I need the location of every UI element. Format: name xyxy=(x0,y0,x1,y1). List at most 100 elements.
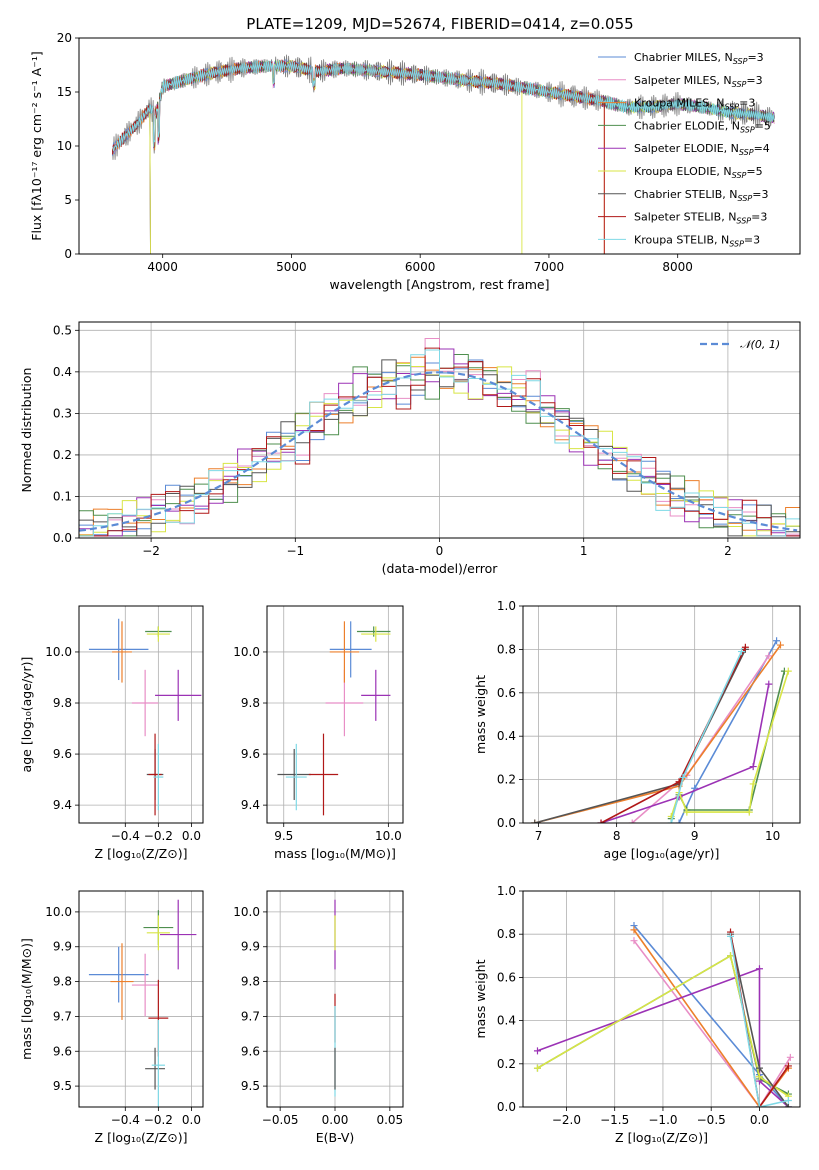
y-tick-label: 9.5 xyxy=(53,1079,72,1093)
x-tick-label: 1 xyxy=(580,544,588,558)
legend-suffix: =3 xyxy=(739,97,755,110)
y-tick-label: 15 xyxy=(57,85,72,99)
y-tick-label: 10.0 xyxy=(45,645,72,659)
x-tick-label: 0.0 xyxy=(182,829,201,843)
x-tick-label: 0.0 xyxy=(182,1113,201,1127)
legend-entry: Chabrier STELIB, NSSP=3 xyxy=(634,188,768,203)
x-tick-label: 2 xyxy=(724,544,732,558)
y-tick-label: 10 xyxy=(57,139,72,153)
plot-area xyxy=(88,618,202,816)
x-tick-label: 6000 xyxy=(405,260,436,274)
weight-marker-kroupa_elodie xyxy=(683,808,691,816)
y-tick-label: 9.9 xyxy=(53,940,72,954)
y-tick-label: 9.8 xyxy=(241,696,260,710)
weight-marker-kroupa_elodie xyxy=(784,667,792,675)
weight-marker-kroupa_miles xyxy=(776,641,784,649)
axes-frame xyxy=(78,605,204,824)
plot-area xyxy=(79,338,800,538)
weight-marker-salpeter_stelib xyxy=(597,819,605,823)
x-tick-label: −2.0 xyxy=(552,1113,581,1127)
y-axis-label: age [log₁₀(age/yr)] xyxy=(19,657,34,773)
x-tick-label: 0 xyxy=(436,544,444,558)
legend-sub: SSP xyxy=(733,57,748,66)
y-tick-label: 9.6 xyxy=(241,1044,260,1058)
y-tick-label: 9.7 xyxy=(241,1009,260,1023)
y-axis-label: mass weight xyxy=(473,959,488,1038)
x-tick-label: 8 xyxy=(613,829,621,843)
x-tick-label: −1.0 xyxy=(648,1113,677,1127)
y-tick-label: 10.0 xyxy=(45,905,72,919)
panel-spectrum: 4000 5000 6000 7000 8000 0 5 10 15 20 wavelength [… xyxy=(29,31,801,292)
legend-sub: SSP xyxy=(724,103,739,112)
figure-title: PLATE=1209, MJD=52674, FIBERID=0414, z=0… xyxy=(246,15,633,33)
x-axis-label: mass [log₁₀(M/M⊙)] xyxy=(274,846,396,861)
x-axis-label: age [log₁₀(age/yr)] xyxy=(604,846,720,861)
y-tick-label: 0.6 xyxy=(497,686,516,700)
weight-marker-kroupa_elodie xyxy=(727,952,735,960)
spectrum-line-chabrier_elodie xyxy=(149,60,775,254)
x-tick-label: 0.0 xyxy=(750,1113,769,1127)
weight-marker-chabrier_stelib xyxy=(784,1103,792,1107)
weight-marker-kroupa_stelib xyxy=(784,1097,792,1105)
weight-line-kroupa_miles xyxy=(534,644,782,823)
weight-marker-salpeter_elodie xyxy=(749,763,757,771)
legend-suffix: =5 xyxy=(755,119,771,132)
weight-marker-kroupa_stelib xyxy=(755,1103,763,1107)
y-tick-label: 9.7 xyxy=(53,1009,72,1023)
x-tick-label: −0.5 xyxy=(697,1113,726,1127)
legend-sub: SSP xyxy=(738,194,753,203)
y-tick-label: 0.4 xyxy=(53,365,72,379)
y-tick-label: 0.8 xyxy=(497,927,516,941)
y-axis-label: Normed distribution xyxy=(19,368,34,493)
x-tick-label: 7000 xyxy=(534,260,565,274)
y-tick-label: 20 xyxy=(57,31,72,45)
x-tick-label: 4000 xyxy=(147,260,178,274)
y-tick-label: 0.5 xyxy=(53,323,72,337)
x-tick-label: −0.4 xyxy=(111,1113,140,1127)
y-tick-label: 10.0 xyxy=(233,645,260,659)
y-tick-label: 0.8 xyxy=(497,642,516,656)
weight-marker-kroupa_miles xyxy=(630,926,638,934)
x-tick-label: 0.05 xyxy=(376,1113,403,1127)
x-tick-label: 10.0 xyxy=(375,829,402,843)
y-axis-label: mass weight xyxy=(473,675,488,754)
x-tick-label: 0.00 xyxy=(322,1113,349,1127)
plot-area xyxy=(531,637,792,823)
x-tick-label: 8000 xyxy=(662,260,693,274)
panel-mass_vs_ebv: −0.05 0.00 0.05 9.5 9.6 9.7 9.8 9.9 10.0 E(B-V) xyxy=(233,890,404,1145)
spectrum-line-kroupa_elodie xyxy=(149,59,775,254)
panel-mass_vs_Z: −0.4 −0.2 0.0 9.5 9.6 9.7 9.8 9.9 10.0 Z [log₁₀(Z… xyxy=(19,890,204,1145)
panel-residuals: −2 −1 0 1 2 0.0 0.1 0.2 0.3 0.4 0.5 (data-model)/er… xyxy=(19,321,801,576)
y-tick-label: 0.6 xyxy=(497,970,516,984)
spectrum-line-salpeter_elodie xyxy=(149,60,775,254)
axes-frame xyxy=(266,605,404,824)
grid xyxy=(79,606,203,823)
y-tick-label: 9.6 xyxy=(53,1044,72,1058)
weight-marker-kroupa_elodie xyxy=(755,1073,763,1081)
weight-marker-kroupa_elodie xyxy=(749,780,757,788)
y-tick-label: 9.9 xyxy=(241,940,260,954)
x-axis-label: Z [log₁₀(Z/Z⊙)] xyxy=(95,846,188,861)
y-tick-label: 0.2 xyxy=(53,448,72,462)
legend-entry: 𝒩(0, 1) xyxy=(740,338,780,351)
panel-weight_vs_age: 7 8 9 10 0.0 0.2 0.4 0.6 0.8 1.0 age [log₁₀(age/yr… xyxy=(473,599,801,861)
y-tick-label: 9.8 xyxy=(53,975,72,989)
legend-sub: SSP xyxy=(740,125,755,134)
grid xyxy=(267,606,403,823)
legend-suffix: =3 xyxy=(747,51,763,64)
y-tick-label: 9.6 xyxy=(241,747,260,761)
y-tick-label: 9.6 xyxy=(53,747,72,761)
weight-line-salpeter_elodie xyxy=(600,683,770,823)
legend-label: Salpeter MILES, N xyxy=(634,74,732,87)
panel-weight_vs_Z: −2.0 −1.5 −1.0 −0.5 0.0 0.0 0.2 0.4 0.6 0.8 1.0 Z [… xyxy=(473,884,801,1145)
legend-suffix: =3 xyxy=(751,211,767,224)
x-tick-label: −0.2 xyxy=(144,1113,173,1127)
x-axis-label: Z [log₁₀(Z/Z⊙)] xyxy=(615,1130,708,1145)
weight-marker-salpeter_miles xyxy=(630,937,638,945)
y-tick-label: 5 xyxy=(64,193,72,207)
weight-marker-kroupa_stelib xyxy=(679,773,687,781)
x-tick-label: 10 xyxy=(765,829,780,843)
